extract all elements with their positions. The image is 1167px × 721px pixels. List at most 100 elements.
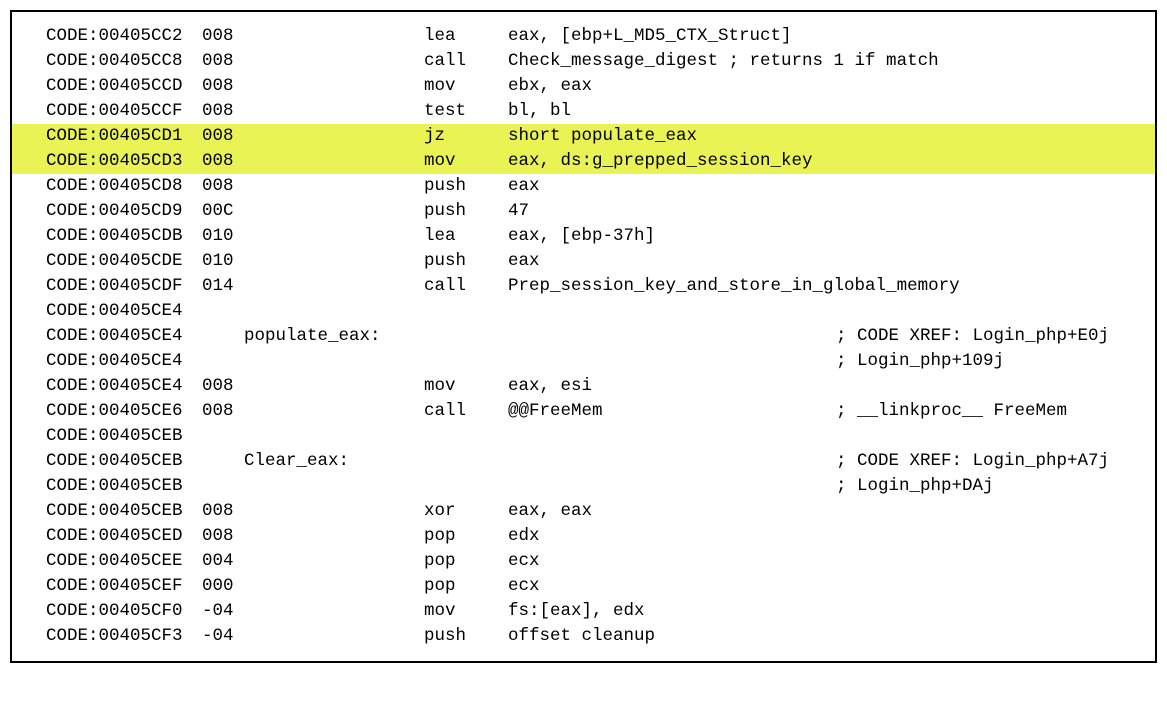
comment: ; Login_php+DAj <box>836 474 994 499</box>
gutter <box>12 224 46 249</box>
operands: ebx, eax <box>508 74 836 99</box>
gutter <box>12 24 46 49</box>
gutter <box>12 249 46 274</box>
operands <box>508 349 836 374</box>
address: CODE:00405CC2 <box>46 24 202 49</box>
stack-offset: 008 <box>202 99 244 124</box>
address: CODE:00405CD8 <box>46 174 202 199</box>
stack-offset <box>202 324 244 349</box>
address: CODE:00405CE6 <box>46 399 202 424</box>
code-label <box>244 549 424 574</box>
gutter <box>12 124 46 149</box>
disasm-line: CODE:00405CDE010pusheax <box>12 249 1155 274</box>
comment: ; CODE XREF: Login_php+A7j <box>836 449 1109 474</box>
disasm-line: CODE:00405CEBClear_eax:; CODE XREF: Logi… <box>12 449 1155 474</box>
operands <box>508 324 836 349</box>
disasm-line: CODE:00405CE4008 moveax, esi <box>12 374 1155 399</box>
address: CODE:00405CDF <box>46 274 202 299</box>
disasm-line: CODE:00405CDB010 leaeax, [ebp-37h] <box>12 224 1155 249</box>
mnemonic: mov <box>424 599 508 624</box>
code-label <box>244 299 424 324</box>
stack-offset <box>202 299 244 324</box>
disasm-line: CODE:00405CED008popedx <box>12 524 1155 549</box>
gutter <box>12 449 46 474</box>
gutter <box>12 624 46 649</box>
mnemonic: push <box>424 199 508 224</box>
operands: offset cleanup <box>508 624 836 649</box>
stack-offset: 010 <box>202 249 244 274</box>
mnemonic: push <box>424 624 508 649</box>
mnemonic: push <box>424 249 508 274</box>
stack-offset: 008 <box>202 399 244 424</box>
operands <box>508 299 836 324</box>
gutter <box>12 49 46 74</box>
disasm-line: CODE:00405CD3008moveax, ds:g_prepped_ses… <box>12 149 1155 174</box>
stack-offset <box>202 349 244 374</box>
address: CODE:00405CE4 <box>46 374 202 399</box>
disasm-line: CODE:00405CCD008movebx, eax <box>12 74 1155 99</box>
operands: 47 <box>508 199 836 224</box>
operands: eax, [ebp-37h] <box>508 224 836 249</box>
address: CODE:00405CD1 <box>46 124 202 149</box>
mnemonic: pop <box>424 549 508 574</box>
address: CODE:00405CEF <box>46 574 202 599</box>
address: CODE:00405CCF <box>46 99 202 124</box>
mnemonic: test <box>424 99 508 124</box>
mnemonic <box>424 424 508 449</box>
code-label <box>244 374 424 399</box>
disasm-line: CODE:00405CF0-04movfs:[eax], edx <box>12 599 1155 624</box>
mnemonic: pop <box>424 524 508 549</box>
operands: @@FreeMem <box>508 399 836 424</box>
mnemonic: lea <box>424 24 508 49</box>
stack-offset <box>202 449 244 474</box>
gutter <box>12 524 46 549</box>
stack-offset: 008 <box>202 74 244 99</box>
address: CODE:00405CDB <box>46 224 202 249</box>
mnemonic: lea <box>424 224 508 249</box>
address: CODE:00405CF3 <box>46 624 202 649</box>
gutter <box>12 99 46 124</box>
stack-offset <box>202 424 244 449</box>
operands: ecx <box>508 574 836 599</box>
address: CODE:00405CD9 <box>46 199 202 224</box>
mnemonic: xor <box>424 499 508 524</box>
address: CODE:00405CE4 <box>46 299 202 324</box>
gutter <box>12 399 46 424</box>
comment: ; __linkproc__ FreeMem <box>836 399 1067 424</box>
address: CODE:00405CEB <box>46 499 202 524</box>
code-label <box>244 474 424 499</box>
code-label <box>244 24 424 49</box>
stack-offset: 008 <box>202 174 244 199</box>
operands <box>508 449 836 474</box>
mnemonic: call <box>424 399 508 424</box>
mnemonic: call <box>424 274 508 299</box>
stack-offset: 008 <box>202 374 244 399</box>
stack-offset: 004 <box>202 549 244 574</box>
operands: eax, esi <box>508 374 836 399</box>
code-label <box>244 224 424 249</box>
comment: ; Login_php+109j <box>836 349 1004 374</box>
disasm-line: CODE:00405CD8008pusheax <box>12 174 1155 199</box>
code-label <box>244 624 424 649</box>
operands <box>508 474 836 499</box>
gutter <box>12 199 46 224</box>
stack-offset: 008 <box>202 124 244 149</box>
gutter <box>12 149 46 174</box>
code-label <box>244 574 424 599</box>
code-label <box>244 249 424 274</box>
mnemonic: mov <box>424 374 508 399</box>
operands: eax, eax <box>508 499 836 524</box>
operands: eax <box>508 249 836 274</box>
disasm-line: CODE:00405CE4; Login_php+109j <box>12 349 1155 374</box>
stack-offset: 010 <box>202 224 244 249</box>
code-label <box>244 349 424 374</box>
mnemonic: mov <box>424 149 508 174</box>
mnemonic <box>424 474 508 499</box>
operands: bl, bl <box>508 99 836 124</box>
gutter <box>12 574 46 599</box>
code-label <box>244 524 424 549</box>
operands <box>508 424 836 449</box>
code-label <box>244 399 424 424</box>
disasm-line: CODE:00405CE4 <box>12 299 1155 324</box>
code-label <box>244 124 424 149</box>
